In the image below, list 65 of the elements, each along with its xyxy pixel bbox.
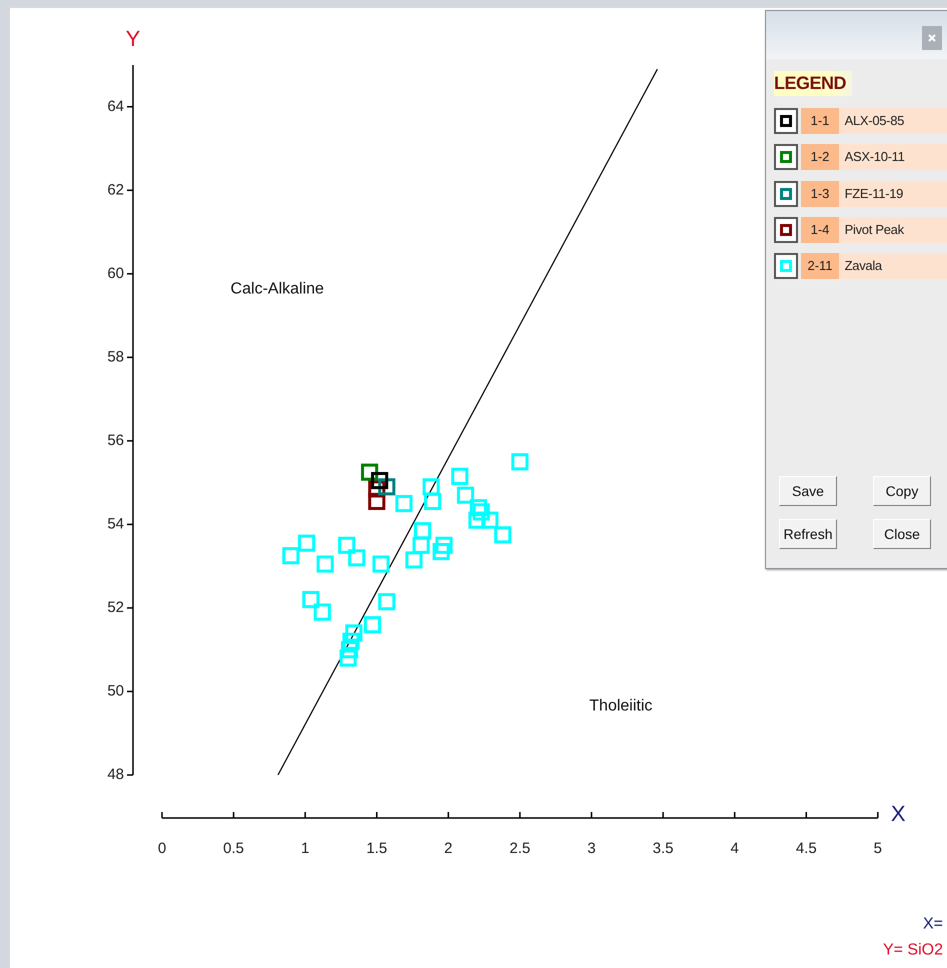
- point: [456, 486, 474, 504]
- x-tick-label: 0.5: [223, 840, 244, 858]
- x-tick-label: 1: [300, 840, 310, 858]
- point: [481, 512, 498, 529]
- y-tick-label: 52: [107, 599, 124, 616]
- annotation: Calc-Alkaline: [230, 280, 324, 298]
- x-tick-label: 3.5: [652, 840, 674, 858]
- x-tick-label: 4.5: [796, 840, 817, 858]
- text: X=: [922, 915, 943, 932]
- x-tick-label: 0: [158, 840, 166, 858]
- point: [472, 503, 490, 520]
- point: [371, 472, 388, 490]
- legend-label: 1-1 ALX-05-85: [810, 112, 904, 130]
- x-tick-label: 2: [444, 840, 453, 858]
- point: [422, 478, 440, 496]
- point: [378, 478, 396, 496]
- point: [378, 593, 396, 610]
- point: [348, 549, 366, 566]
- point: [414, 522, 432, 540]
- point: [314, 604, 331, 621]
- y-tick-label: 54: [107, 516, 124, 533]
- point: [302, 591, 320, 608]
- legend-title: LEGEND: [774, 71, 852, 96]
- point: [340, 649, 357, 667]
- point: [395, 494, 413, 512]
- point: [511, 453, 528, 470]
- point: [412, 536, 430, 554]
- x-tick-label: 5: [874, 840, 882, 858]
- legend-label: 1-4 Pivot Peak: [810, 220, 904, 239]
- legend-label: 1-3 FZE-11-19: [810, 184, 904, 203]
- y-tick-label: 62: [107, 181, 124, 198]
- point: [494, 526, 512, 544]
- x-tick-label: 4: [730, 840, 739, 858]
- point: [361, 464, 378, 481]
- point: [451, 468, 468, 485]
- point: [470, 499, 487, 516]
- point: [432, 542, 450, 560]
- y-tick-label: 48: [107, 766, 124, 784]
- point: [298, 534, 316, 552]
- y-tick-label: 64: [107, 98, 124, 115]
- point: [364, 616, 382, 634]
- x-tick-label: 3: [587, 840, 596, 858]
- x-tick-label: 2.5: [509, 840, 530, 858]
- point: [372, 556, 390, 573]
- point: [342, 632, 360, 650]
- point: [405, 551, 423, 568]
- y-axis-title: Y: [126, 26, 141, 52]
- y-tick-label: 56: [107, 432, 124, 450]
- legend-label: 1-2 ASX-10-11: [810, 148, 905, 166]
- x-axis-title: X: [890, 801, 906, 826]
- point: [340, 641, 358, 658]
- y-tick-label: 60: [107, 264, 124, 282]
- point: [282, 547, 300, 564]
- point: [338, 536, 356, 554]
- annotation: Tholeiitic: [589, 698, 652, 715]
- point: [345, 624, 362, 642]
- point: [316, 556, 334, 573]
- x-tick-label: 1.5: [366, 840, 388, 858]
- point: [424, 492, 442, 510]
- point: [435, 536, 453, 554]
- text: Y= SiO2: [882, 941, 944, 958]
- y-tick-label: 58: [107, 348, 124, 366]
- y-tick-label: 50: [107, 682, 124, 700]
- point: [468, 512, 486, 529]
- legend-label: 2-11 Zavala: [806, 257, 882, 276]
